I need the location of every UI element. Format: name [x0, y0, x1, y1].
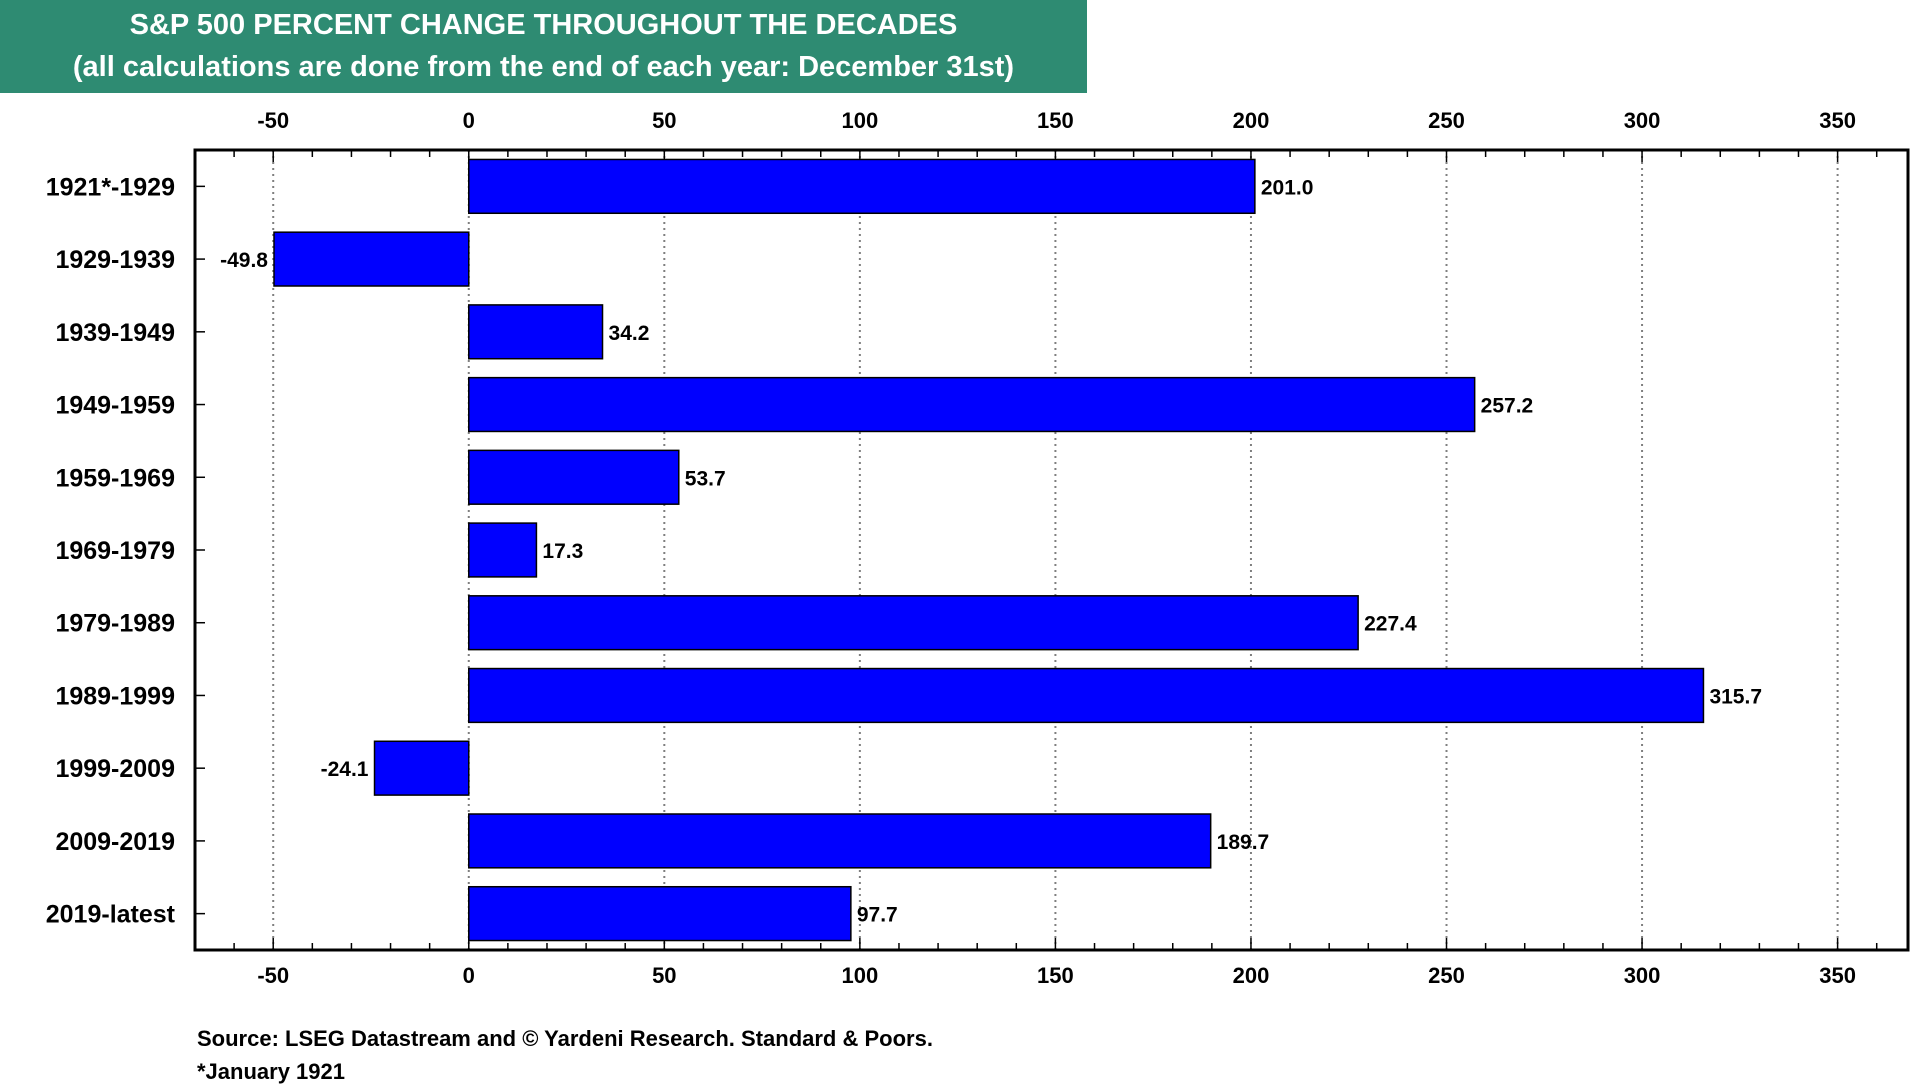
x-tick-label-bottom: 100	[842, 963, 879, 988]
value-label-0: 201.0	[1261, 176, 1314, 199]
x-tick-label-top: -50	[257, 108, 289, 133]
value-label-4: 53.7	[685, 467, 726, 490]
value-label-10: 97.7	[857, 904, 898, 927]
x-tick-label-bottom: 350	[1819, 963, 1856, 988]
bar-6	[468, 595, 1359, 651]
bar-5	[468, 522, 538, 578]
x-tick-label-bottom: -50	[257, 963, 289, 988]
value-label-2: 34.2	[609, 322, 650, 345]
bar-10	[468, 885, 852, 942]
category-label-4: 1959-1969	[55, 464, 175, 492]
bar-3	[468, 376, 1476, 433]
x-tick-label-bottom: 200	[1233, 963, 1270, 988]
category-label-7: 1989-1999	[55, 682, 175, 710]
category-label-2: 1939-1949	[55, 319, 175, 347]
bar-0	[468, 158, 1256, 215]
bar-4	[468, 449, 680, 505]
x-tick-label-top: 300	[1624, 108, 1661, 133]
category-label-3: 1949-1959	[55, 392, 175, 420]
source-note: Source: LSEG Datastream and © Yardeni Re…	[197, 1026, 933, 1051]
chart-title: S&P 500 PERCENT CHANGE THROUGHOUT THE DE…	[129, 9, 958, 41]
x-tick-label-top: 350	[1819, 108, 1856, 133]
x-tick-label-top: 50	[652, 108, 676, 133]
category-label-5: 1969-1979	[55, 537, 175, 565]
bar-1	[273, 231, 470, 287]
value-label-7: 315.7	[1709, 685, 1762, 708]
value-label-1: -49.8	[220, 249, 268, 272]
x-tick-label-bottom: 250	[1428, 963, 1465, 988]
value-label-3: 257.2	[1481, 395, 1534, 418]
category-label-6: 1979-1989	[55, 610, 175, 638]
x-tick-label-top: 250	[1428, 108, 1465, 133]
chart-title-banner: S&P 500 PERCENT CHANGE THROUGHOUT THE DE…	[0, 0, 1087, 93]
x-tick-label-bottom: 150	[1037, 963, 1074, 988]
x-tick-label-bottom: 300	[1624, 963, 1661, 988]
chart-subtitle: (all calculations are done from the end …	[72, 51, 1015, 83]
category-label-9: 2009-2019	[55, 828, 175, 856]
bar-7	[468, 667, 1705, 724]
category-label-8: 1999-2009	[55, 755, 175, 783]
x-tick-label-bottom: 0	[463, 963, 475, 988]
value-label-5: 17.3	[542, 540, 583, 563]
value-label-6: 227.4	[1364, 613, 1417, 636]
bar-8	[373, 740, 470, 796]
x-tick-label-top: 100	[842, 108, 879, 133]
x-tick-label-top: 200	[1233, 108, 1270, 133]
bar-2	[468, 304, 604, 360]
x-tick-label-top: 150	[1037, 108, 1074, 133]
plot-frame	[193, 148, 1910, 952]
x-tick-label-top: 0	[463, 108, 475, 133]
category-label-0: 1921*-1929	[46, 173, 175, 201]
category-label-1: 1929-1939	[55, 246, 175, 274]
footnote: *January 1921	[197, 1059, 345, 1084]
value-label-9: 189.7	[1217, 831, 1270, 854]
value-label-8: -24.1	[321, 758, 369, 781]
x-tick-label-bottom: 50	[652, 963, 676, 988]
category-label-10: 2019-latest	[46, 901, 176, 929]
bar-9	[468, 813, 1212, 869]
